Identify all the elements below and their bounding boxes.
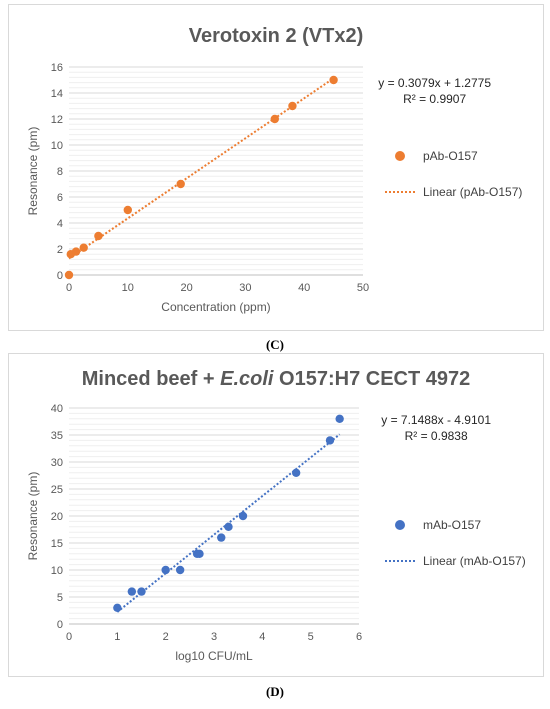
data-point bbox=[94, 231, 103, 241]
legend-label-trend-c: Linear (pAb-O157) bbox=[423, 185, 523, 199]
x-tick-label: 1 bbox=[114, 631, 120, 643]
data-point bbox=[288, 101, 297, 111]
equation-box-c: y = 0.3079x + 1.2775 R² = 0.9907 bbox=[378, 75, 491, 107]
legend-item-trend-d: Linear (mAb-O157) bbox=[379, 552, 526, 570]
y-tick-label: 20 bbox=[51, 511, 63, 523]
x-tick-label: 20 bbox=[180, 282, 192, 294]
y-tick-label: 10 bbox=[51, 140, 63, 152]
x-tick-label: 5 bbox=[308, 631, 314, 643]
data-point bbox=[217, 533, 226, 542]
trendline-equation-d: y = 7.1488x - 4.9101 bbox=[381, 413, 491, 427]
y-tick-label: 6 bbox=[57, 192, 63, 204]
data-point bbox=[176, 179, 185, 189]
y-axis-label: Resonance (pm) bbox=[26, 127, 40, 216]
x-tick-label: 3 bbox=[211, 631, 217, 643]
data-point bbox=[161, 565, 170, 575]
legend-dash-d bbox=[385, 560, 415, 562]
chart-panel-c: Verotoxin 2 (VTx2) 0 2 4 6 8 10 12 14 16 0 10 20 30 4… bbox=[8, 4, 544, 331]
y-tick-label: 10 bbox=[51, 565, 63, 577]
legend-c: pAb-O157 Linear (pAb-O157) bbox=[379, 147, 522, 219]
x-tick-label: 0 bbox=[66, 631, 72, 643]
y-tick-label: 40 bbox=[51, 403, 63, 415]
y-tick-label: 14 bbox=[51, 88, 63, 100]
x-axis-label: Concentration (ppm) bbox=[161, 300, 270, 314]
x-tick-label: 40 bbox=[298, 282, 310, 294]
legend-d: mAb-O157 Linear (mAb-O157) bbox=[379, 516, 526, 588]
x-tick-label: 0 bbox=[66, 282, 72, 294]
data-point bbox=[71, 247, 81, 256]
data-point bbox=[123, 205, 132, 215]
chart-title-d-italic: E.coli bbox=[220, 368, 274, 390]
data-point bbox=[195, 549, 204, 558]
y-tick-label: 8 bbox=[57, 166, 63, 178]
y-tick-label: 25 bbox=[51, 484, 63, 496]
legend-label-series-c: pAb-O157 bbox=[423, 149, 478, 163]
y-tick-label: 12 bbox=[51, 114, 63, 126]
data-point bbox=[175, 565, 185, 575]
legend-item-series-c: pAb-O157 bbox=[379, 147, 522, 165]
x-tick-label: 2 bbox=[163, 631, 169, 643]
data-point bbox=[127, 587, 137, 596]
data-point bbox=[325, 436, 335, 445]
y-tick-label: 2 bbox=[57, 244, 63, 256]
data-point bbox=[64, 270, 74, 280]
r-squared-c: R² = 0.9907 bbox=[403, 92, 467, 106]
legend-label-trend-d: Linear (mAb-O157) bbox=[423, 554, 526, 568]
r-squared-d: R² = 0.9838 bbox=[404, 429, 468, 443]
x-tick-label: 30 bbox=[239, 282, 251, 294]
x-tick-label: 4 bbox=[259, 631, 265, 643]
chart-d-svg: 0 5 10 15 20 25 30 35 40 0 1 2 3 4 5 6 log10 CFU/mL Reson… bbox=[26, 403, 362, 663]
data-point bbox=[291, 468, 301, 477]
x-tick-label: 10 bbox=[122, 282, 134, 294]
y-tick-label: 30 bbox=[51, 457, 63, 469]
caption-d: (D) bbox=[265, 684, 285, 699]
data-point bbox=[224, 522, 233, 531]
legend-label-series-d: mAb-O157 bbox=[423, 518, 482, 532]
trendline bbox=[116, 433, 341, 613]
y-axis-label: Resonance (pm) bbox=[26, 472, 40, 561]
data-point bbox=[137, 587, 146, 596]
legend-marker-d bbox=[395, 520, 405, 530]
y-tick-label: 0 bbox=[57, 619, 63, 631]
data-point bbox=[335, 414, 344, 423]
x-tick-label: 50 bbox=[357, 282, 369, 294]
data-point bbox=[79, 243, 88, 252]
legend-item-trend-c: Linear (pAb-O157) bbox=[379, 183, 522, 201]
x-axis-label: log10 CFU/mL bbox=[175, 649, 253, 663]
chart-panel-d: Minced beef + E.coli O157:H7 CECT 4972 0… bbox=[8, 353, 544, 677]
chart-c-svg: 0 2 4 6 8 10 12 14 16 0 10 20 30 40 50 Concentration (p… bbox=[26, 62, 369, 314]
x-tick-label: 6 bbox=[356, 631, 362, 643]
y-tick-label: 0 bbox=[57, 270, 63, 282]
legend-item-series-d: mAb-O157 bbox=[379, 516, 526, 534]
y-tick-label: 4 bbox=[57, 218, 63, 230]
legend-marker-c bbox=[395, 151, 405, 161]
data-point bbox=[238, 511, 248, 521]
chart-title-d: Minced beef + E.coli O157:H7 CECT 4972 bbox=[9, 368, 543, 391]
y-tick-label: 5 bbox=[57, 592, 63, 604]
legend-dash-c bbox=[385, 191, 415, 193]
y-tick-label: 35 bbox=[51, 430, 63, 442]
trendline-equation-c: y = 0.3079x + 1.2775 bbox=[378, 76, 491, 90]
data-point bbox=[270, 114, 279, 124]
y-tick-label: 16 bbox=[51, 62, 63, 74]
data-point bbox=[329, 75, 338, 85]
chart-title-c: Verotoxin 2 (VTx2) bbox=[188, 25, 364, 47]
chart-title-d-part2: O157:H7 CECT 4972 bbox=[273, 368, 471, 390]
trendline bbox=[68, 77, 335, 260]
data-point bbox=[113, 603, 122, 612]
y-tick-label: 15 bbox=[51, 538, 63, 550]
equation-box-d: y = 7.1488x - 4.9101 R² = 0.9838 bbox=[381, 412, 491, 444]
chart-title-d-part1: Minced beef + bbox=[81, 368, 221, 390]
caption-c: (C) bbox=[265, 337, 285, 352]
